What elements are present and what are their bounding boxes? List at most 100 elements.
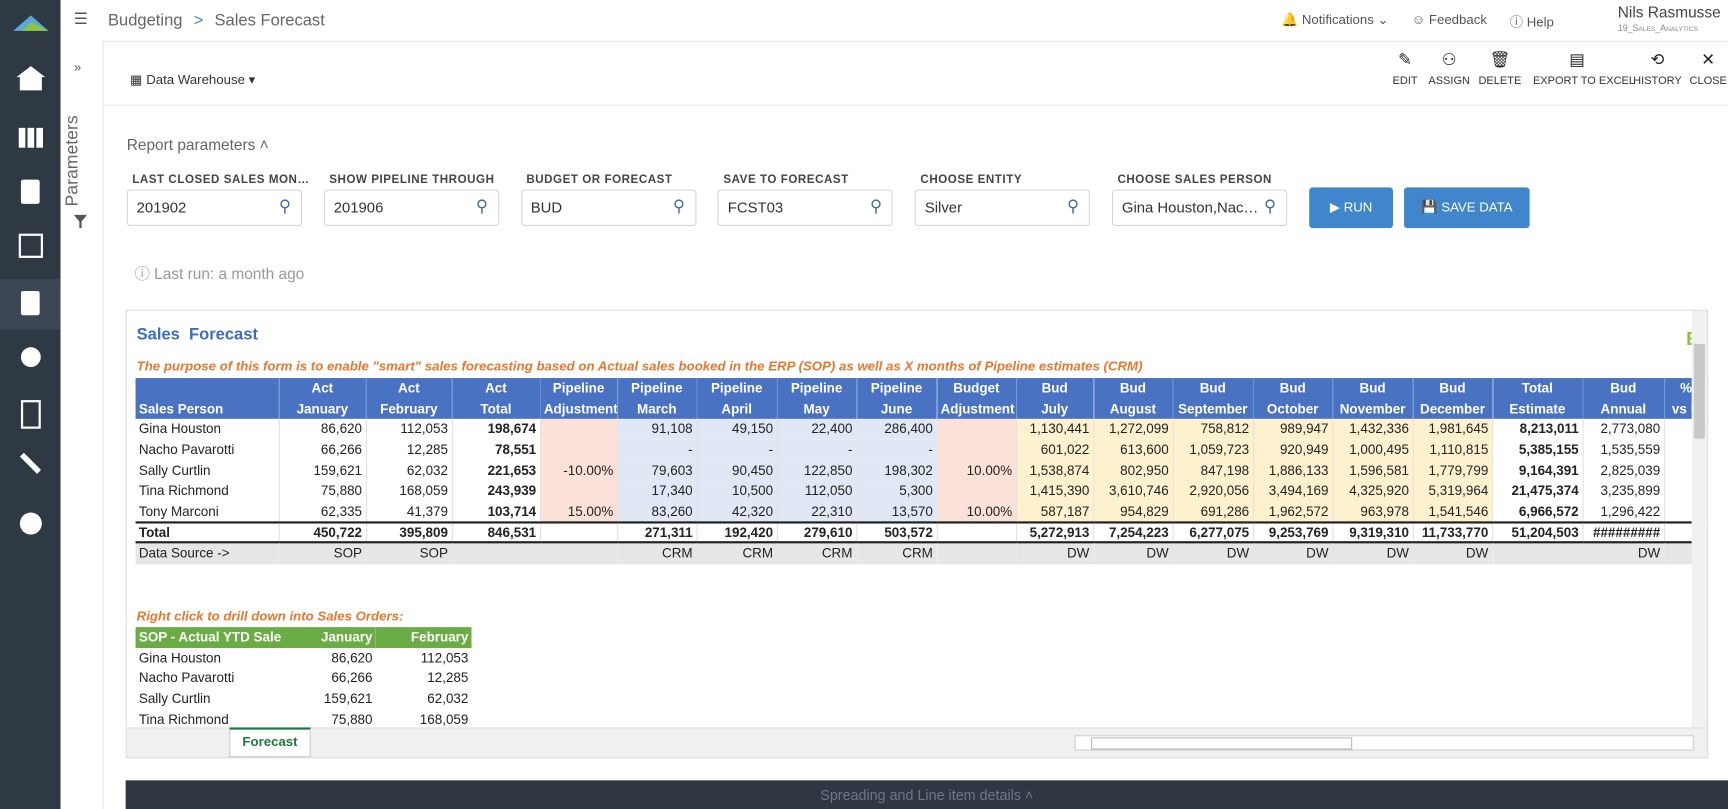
cell: 42,320 [696,501,776,523]
search-icon: ⚲ [673,196,685,216]
field-input[interactable]: BUD⚲ [521,190,696,226]
cell: 86,620 [281,648,376,668]
cell: January [279,399,366,419]
user-sub: 19_Sales_Analytics [1618,23,1698,33]
data-row: Sally Curtlin159,62162,032 [136,689,472,709]
cell: DW [1583,542,1665,564]
cell: 954,829 [1093,501,1172,523]
cell: Gina Houston [136,419,279,439]
cell: 2,773,080 [1583,419,1665,439]
params-title[interactable]: Report parameters ˄ [127,136,269,154]
cell: 122,850 [777,460,856,480]
notifications-label: Notifications [1302,12,1374,27]
cell: Bud [1253,378,1332,398]
cell: 286,400 [856,419,936,439]
cell: 15.00% [540,501,617,523]
cell: 1,779,799 [1413,460,1492,480]
h-scrollbar[interactable] [1074,735,1693,750]
cell: Bud [1173,378,1253,398]
expand-icon[interactable]: » [74,60,81,75]
cell: 10.00% [937,460,1016,480]
action-icon: 🗑 [1456,50,1544,72]
cell: 41,379 [366,501,452,523]
cell: 3,610,746 [1093,481,1172,501]
cell: CRM [696,542,776,564]
run-button[interactable]: ▶ RUN [1309,187,1393,228]
field-input[interactable]: Gina Houston,Nac…⚲ [1112,190,1287,226]
cell: Nacho Pavarotti [136,668,281,688]
cell: October [1253,399,1332,419]
small-table-wrap: SOP - Actual YTD SalesJanuaryFebruaryGin… [136,627,472,729]
cell: Bud [1332,378,1412,398]
toolbar-action[interactable]: 🗑DELETE [1456,50,1544,87]
cell: 6,966,572 [1492,501,1582,523]
sheet-title: Sales Forecast [137,325,258,344]
cell: 5,272,913 [1016,523,1093,543]
cell: 1,296,422 [1583,501,1665,523]
panel-title[interactable]: Parameters [63,115,83,206]
toolbar-action[interactable]: ▤EXPORT TO EXCEL [1533,50,1621,87]
field-input[interactable]: 201902⚲ [127,190,302,226]
cell: 192,420 [696,523,776,543]
details-bar[interactable]: Spreading and Line item details ˄ [126,780,1728,809]
cell [540,481,617,501]
sheet-tab[interactable]: Forecast [229,727,311,757]
top-bar: ☰ Budgeting > Sales Forecast 🔔 Notificat… [61,0,1728,42]
cell [937,481,1016,501]
field-input[interactable]: 201906⚲ [324,190,499,226]
cell: 1,000,495 [1332,440,1412,460]
cell: 22,310 [777,501,856,523]
breadcrumb-item[interactable]: Budgeting [108,11,182,30]
cell: 83,260 [617,501,696,523]
divider [102,105,1728,106]
help-label: Help [1527,14,1554,29]
cell: 450,722 [279,523,366,543]
field-input[interactable]: FCST03⚲ [718,190,893,226]
toolbar-action[interactable]: ✕CLOSE [1664,50,1728,87]
notifications[interactable]: 🔔 Notifications ⌄ [1282,12,1389,27]
cell: 103,714 [452,501,540,523]
feedback[interactable]: ☺ Feedback [1412,12,1487,27]
cell: 1,541,546 [1413,501,1492,523]
save-button[interactable]: 💾 SAVE DATA [1404,187,1530,228]
drill-note: Right click to drill down into Sales Ord… [137,608,404,623]
cell: 1,272,099 [1093,419,1172,439]
cell: 21,475,374 [1492,481,1582,501]
source-selector[interactable]: ▦ Data Warehouse ▾ [130,72,255,87]
cell: 221,653 [452,460,540,480]
cell: 802,950 [1093,460,1172,480]
cell: - [856,440,936,460]
cell: 5,319,964 [1413,481,1492,501]
data-row: Gina Houston86,620112,053198,67491,10849… [136,419,1709,439]
cell: April [696,399,776,419]
cell: June [856,399,936,419]
cell: February [366,399,452,419]
cell: Estimate [1492,399,1582,419]
cell: 17,340 [617,481,696,501]
v-scrollbar[interactable] [1692,311,1707,729]
filter-icon[interactable] [73,214,88,229]
field-input[interactable]: Silver⚲ [915,190,1090,226]
help[interactable]: ⓘ Help [1510,12,1554,31]
cell: SOP [366,542,452,564]
data-row: Tony Marconi62,33541,379103,71415.00%83,… [136,501,1709,523]
cell: 198,674 [452,419,540,439]
user-name[interactable]: Nils Rasmusse [1618,3,1721,21]
cell: Bud [1583,378,1665,398]
cell: 1,110,815 [1413,440,1492,460]
data-row: Nacho Pavarotti66,26612,285 [136,668,472,688]
field-value: Silver [925,199,962,216]
cell: 5,385,155 [1492,440,1582,460]
cell: 51,204,503 [1492,523,1582,543]
breadcrumb-sep: > [194,11,204,30]
cell: 9,253,769 [1253,523,1332,543]
cell: 758,812 [1173,419,1253,439]
cell: 1,886,133 [1253,460,1332,480]
search-icon: ⚲ [476,196,488,216]
menu-icon[interactable]: ☰ [74,10,88,29]
cell: 5,300 [856,481,936,501]
cell [136,378,279,398]
cell [452,542,540,564]
cell: 79,603 [617,460,696,480]
